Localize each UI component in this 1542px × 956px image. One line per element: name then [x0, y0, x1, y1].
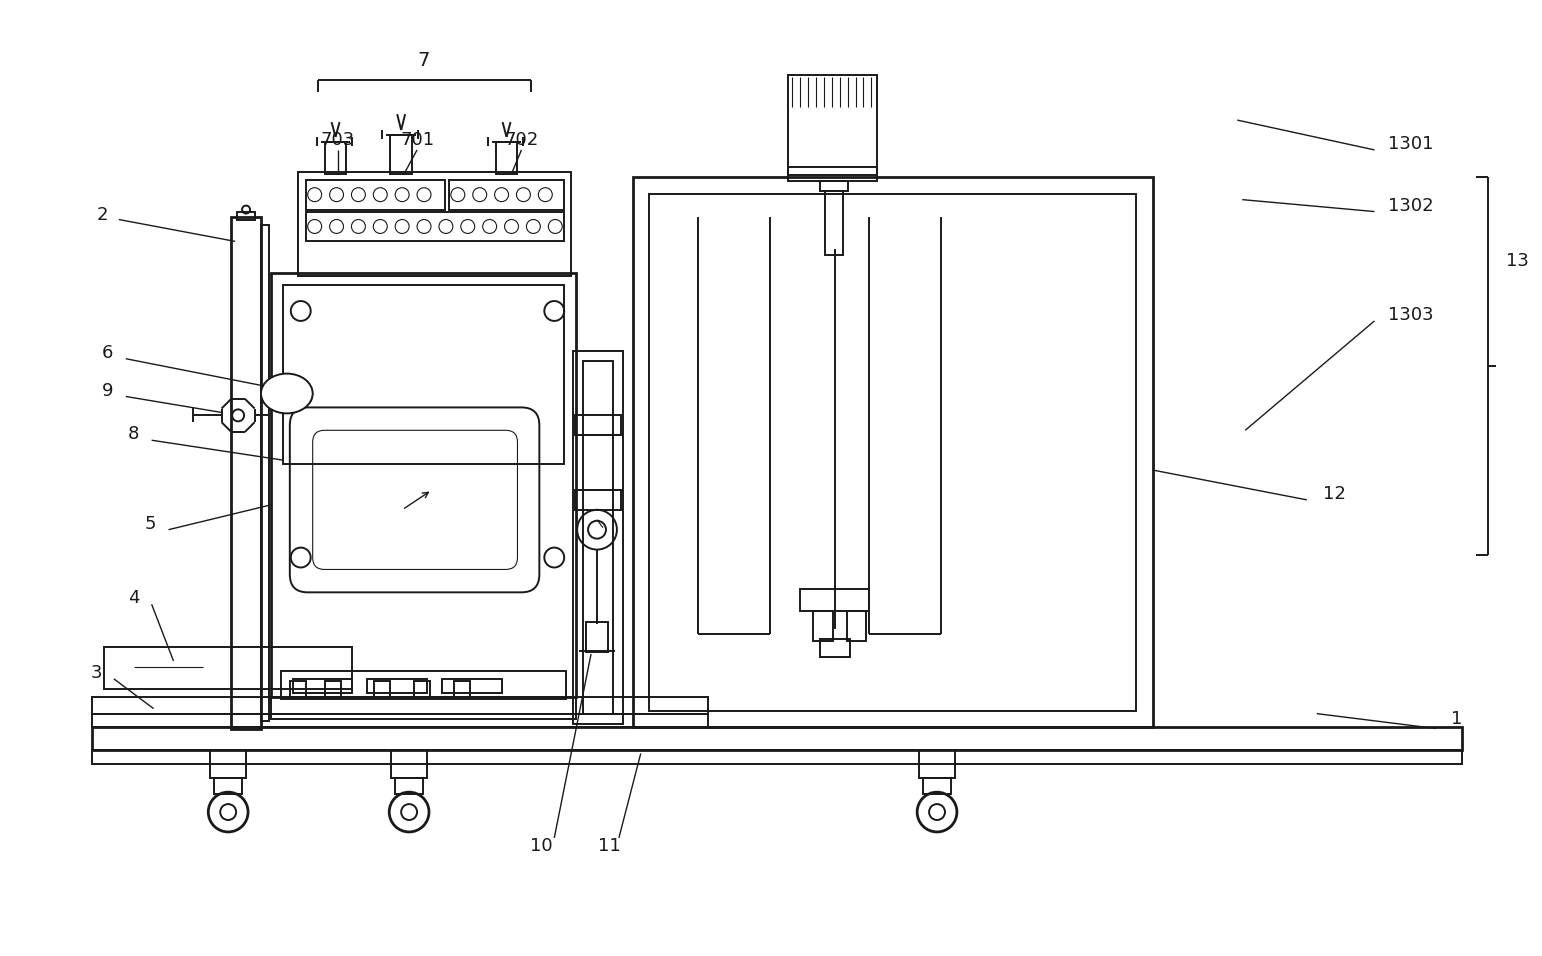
- Bar: [293, 679, 353, 693]
- Text: 702: 702: [504, 131, 538, 149]
- Text: 2: 2: [96, 206, 108, 224]
- Bar: [210, 750, 247, 778]
- Bar: [575, 489, 621, 510]
- Text: 7: 7: [418, 51, 430, 70]
- Text: 3: 3: [89, 663, 102, 682]
- Bar: [575, 415, 621, 435]
- Bar: [305, 211, 564, 241]
- Text: 9: 9: [102, 381, 114, 400]
- Text: 13: 13: [1505, 252, 1528, 271]
- Bar: [93, 697, 708, 713]
- Bar: [574, 351, 623, 724]
- Text: 5: 5: [145, 514, 156, 532]
- Ellipse shape: [261, 374, 313, 413]
- Text: 12: 12: [1323, 485, 1346, 503]
- Text: 6: 6: [102, 344, 114, 361]
- Bar: [325, 141, 347, 174]
- Text: 703: 703: [321, 131, 355, 149]
- Bar: [214, 778, 242, 794]
- Bar: [583, 360, 612, 713]
- Bar: [825, 190, 842, 255]
- Bar: [93, 750, 1462, 765]
- Bar: [449, 180, 564, 209]
- Bar: [820, 181, 848, 190]
- Bar: [586, 622, 608, 652]
- Bar: [788, 166, 877, 181]
- Bar: [237, 211, 254, 220]
- Bar: [847, 611, 867, 641]
- Bar: [261, 226, 268, 721]
- Bar: [325, 681, 341, 697]
- Text: 701: 701: [399, 131, 435, 149]
- Bar: [290, 681, 305, 697]
- Bar: [415, 681, 430, 697]
- Bar: [919, 750, 954, 778]
- Bar: [820, 639, 850, 657]
- Text: 1303: 1303: [1388, 306, 1434, 324]
- Text: 10: 10: [530, 836, 552, 855]
- Text: 1301: 1301: [1388, 135, 1434, 153]
- Bar: [375, 681, 390, 697]
- Bar: [282, 285, 564, 464]
- Bar: [93, 727, 1462, 750]
- Bar: [390, 135, 412, 174]
- Bar: [632, 177, 1153, 727]
- Bar: [649, 194, 1136, 710]
- Text: 11: 11: [598, 836, 620, 855]
- Bar: [271, 697, 577, 719]
- Bar: [281, 671, 566, 699]
- Text: 1: 1: [1451, 709, 1462, 728]
- Bar: [367, 679, 427, 693]
- Bar: [813, 611, 833, 641]
- Text: 4: 4: [128, 589, 139, 607]
- Text: 8: 8: [128, 425, 139, 444]
- Bar: [443, 679, 501, 693]
- Bar: [453, 681, 470, 697]
- Text: 1302: 1302: [1388, 197, 1434, 214]
- Bar: [495, 141, 518, 174]
- Bar: [231, 216, 261, 728]
- Bar: [800, 589, 870, 611]
- Bar: [392, 750, 427, 778]
- Bar: [271, 273, 577, 697]
- Bar: [305, 180, 446, 209]
- Bar: [103, 647, 353, 688]
- Bar: [298, 172, 571, 276]
- Bar: [395, 778, 423, 794]
- Bar: [924, 778, 951, 794]
- Bar: [93, 713, 708, 727]
- Bar: [788, 76, 877, 175]
